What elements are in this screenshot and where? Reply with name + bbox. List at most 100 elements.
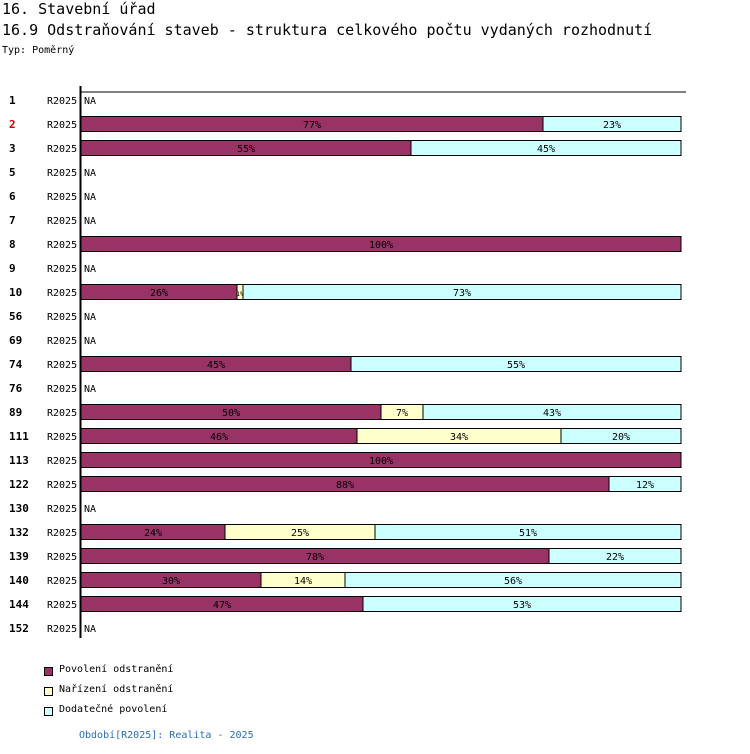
row-period-label: R2025 <box>47 504 77 515</box>
bar-value-label: 12% <box>636 480 654 491</box>
row-period-label: R2025 <box>47 456 77 467</box>
bar-value-label: 46% <box>210 432 228 443</box>
row-period-label: R2025 <box>47 120 77 131</box>
bar-value-label: 24% <box>144 528 162 539</box>
row-period-label: R2025 <box>47 384 77 395</box>
bar-segment <box>242 284 682 300</box>
bar-value-label: 1% <box>236 291 244 298</box>
bar-value-label: 73% <box>453 288 471 299</box>
row-period-label: R2025 <box>47 552 77 563</box>
bar-segment <box>80 236 682 252</box>
bar-value-label: 7% <box>396 408 408 419</box>
row-period-label: R2025 <box>47 264 77 275</box>
bar-value-label: 50% <box>222 408 240 419</box>
na-label: NA <box>84 624 96 635</box>
bar-value-label: 55% <box>237 144 255 155</box>
na-label: NA <box>84 384 96 395</box>
bar-value-label: 14% <box>294 576 312 587</box>
bar-segment <box>374 524 682 540</box>
row-period-label: R2025 <box>47 240 77 251</box>
bar-value-label: 25% <box>291 528 309 539</box>
row-period-label: R2025 <box>47 96 77 107</box>
bar-value-label: 53% <box>513 600 531 611</box>
bar-value-label: 26% <box>150 288 168 299</box>
bar-value-label: 56% <box>504 576 522 587</box>
row-id-label: 10 <box>9 286 22 299</box>
legend-swatch <box>44 687 53 696</box>
row-period-label: R2025 <box>47 336 77 347</box>
bar-segment <box>344 572 682 588</box>
row-period-label: R2025 <box>47 528 77 539</box>
row-id-label: 140 <box>9 574 29 587</box>
bar-value-label: 55% <box>507 360 525 371</box>
na-label: NA <box>84 96 96 107</box>
bar-value-label: 100% <box>369 240 393 251</box>
bar-segment <box>422 404 682 420</box>
bar-value-label: 45% <box>537 144 555 155</box>
row-period-label: R2025 <box>47 192 77 203</box>
row-period-label: R2025 <box>47 144 77 155</box>
bar-value-label: 78% <box>306 552 324 563</box>
na-label: NA <box>84 216 96 227</box>
stacked-bar-chart: 1 R2025 NA 2 R2025 7 7% 23% 3 R2025 55% 45% 5 R2025 NA… <box>9 86 686 638</box>
row-id-label: 69 <box>9 334 22 347</box>
bar-value-label: 51% <box>519 528 537 539</box>
legend-label: Nařízení odstranění <box>59 684 174 695</box>
row-id-label: 132 <box>9 526 29 539</box>
row-period-label: R2025 <box>47 576 77 587</box>
row-period-label: R2025 <box>47 288 77 299</box>
bar-value-label: 43% <box>543 408 561 419</box>
row-id-label: 144 <box>9 598 29 611</box>
bar-value-label: 47% <box>213 600 231 611</box>
row-id-label: 76 <box>9 382 23 395</box>
page-title: 16. Stavební úřad <box>2 0 156 18</box>
bar-segment <box>410 140 682 156</box>
legend-label: Dodatečné povolení <box>59 704 168 715</box>
bar-value-label: 30% <box>162 576 180 587</box>
row-period-label: R2025 <box>47 600 77 611</box>
bar-value-label: 45% <box>207 360 225 371</box>
bar-segment <box>350 356 682 372</box>
bar-segment <box>362 596 682 612</box>
row-id-label: 8 <box>9 238 16 251</box>
row-id-label: 5 <box>9 166 16 179</box>
legend-swatch <box>44 667 53 676</box>
row-id-label: 1 <box>9 94 16 107</box>
bar-value-label: 22% <box>606 552 624 563</box>
row-id-label: 56 <box>9 310 23 323</box>
period-label: Období[R2025]: Realita - 2025 <box>79 730 254 741</box>
legend-swatch <box>44 707 53 716</box>
row-period-label: R2025 <box>47 624 77 635</box>
bar-segment <box>608 476 682 492</box>
bar-value-label: 100% <box>369 456 393 467</box>
bar-value-label: 88% <box>336 480 354 491</box>
row-id-label: 74 <box>9 358 23 371</box>
chart-type-label: Typ: Poměrný <box>2 45 75 56</box>
row-period-label: R2025 <box>47 360 77 371</box>
row-id-label: 113 <box>9 454 29 467</box>
bar-value-label: 23% <box>603 120 621 131</box>
row-id-label: 9 <box>9 262 16 275</box>
bar-value-label: 34% <box>450 432 468 443</box>
row-period-label: R2025 <box>47 168 77 179</box>
na-label: NA <box>84 168 96 179</box>
na-label: NA <box>84 336 96 347</box>
row-id-label: 139 <box>9 550 29 563</box>
row-id-label: 3 <box>9 142 16 155</box>
na-label: NA <box>84 312 96 323</box>
row-period-label: R2025 <box>47 312 77 323</box>
bar-segment <box>560 428 682 444</box>
row-period-label: R2025 <box>47 480 77 491</box>
row-period-label: R2025 <box>47 408 77 419</box>
bar-segment <box>542 116 682 132</box>
row-period-label: R2025 <box>47 432 77 443</box>
chart-subtitle: 16.9 Odstraňování staveb - struktura cel… <box>2 21 653 39</box>
row-id-label: 2 <box>9 118 16 131</box>
row-id-label: 89 <box>9 406 22 419</box>
row-id-label: 7 <box>9 214 16 227</box>
bar-segment <box>548 548 682 564</box>
row-id-label: 152 <box>9 622 29 635</box>
bar-segment <box>80 452 682 468</box>
na-label: NA <box>84 504 96 515</box>
row-period-label: R2025 <box>47 216 77 227</box>
